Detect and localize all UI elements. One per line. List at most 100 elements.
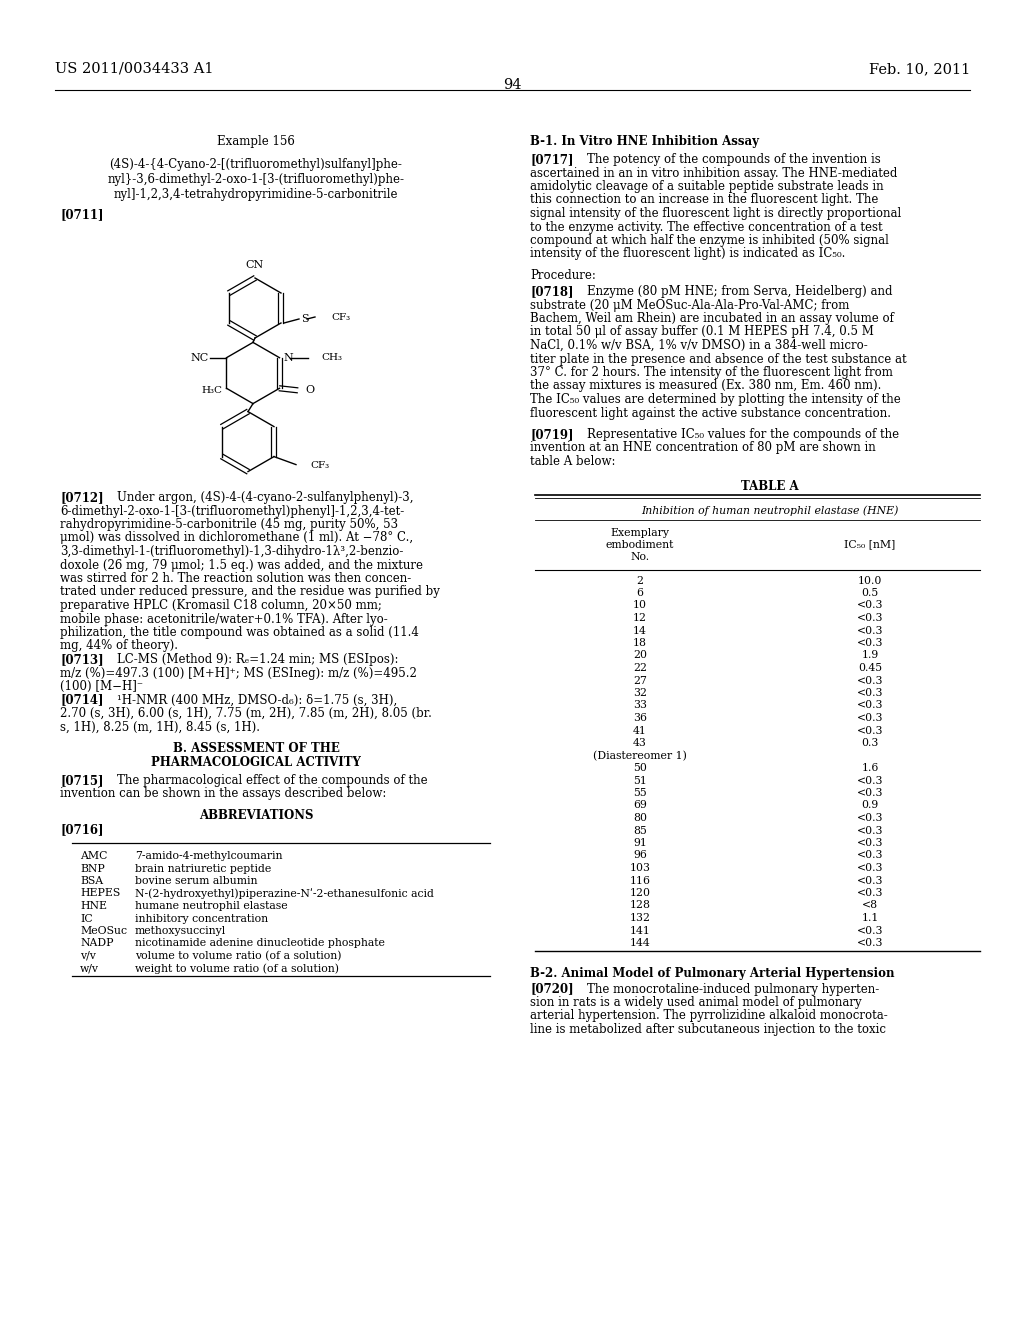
- Text: was stirred for 2 h. The reaction solution was then concen-: was stirred for 2 h. The reaction soluti…: [60, 572, 412, 585]
- Text: 6-dimethyl-2-oxo-1-[3-(trifluoromethyl)phenyl]-1,2,3,4-tet-: 6-dimethyl-2-oxo-1-[3-(trifluoromethyl)p…: [60, 504, 404, 517]
- Text: [0714]: [0714]: [60, 693, 103, 706]
- Text: [0711]: [0711]: [60, 209, 103, 220]
- Text: The IC₅₀ values are determined by plotting the intensity of the: The IC₅₀ values are determined by plotti…: [530, 393, 901, 407]
- Text: rahydropyrimidine-5-carbonitrile (45 mg, purity 50%, 53: rahydropyrimidine-5-carbonitrile (45 mg,…: [60, 517, 398, 531]
- Text: Procedure:: Procedure:: [530, 269, 596, 282]
- Text: s, 1H), 8.25 (m, 1H), 8.45 (s, 1H).: s, 1H), 8.25 (m, 1H), 8.45 (s, 1H).: [60, 721, 260, 734]
- Text: BNP: BNP: [80, 863, 104, 874]
- Text: arterial hypertension. The pyrrolizidine alkaloid monocrota-: arterial hypertension. The pyrrolizidine…: [530, 1010, 888, 1023]
- Text: 12: 12: [633, 612, 647, 623]
- Text: <0.3: <0.3: [857, 863, 884, 873]
- Text: humane neutrophil elastase: humane neutrophil elastase: [135, 902, 288, 911]
- Text: invention can be shown in the assays described below:: invention can be shown in the assays des…: [60, 788, 386, 800]
- Text: (4S)-4-{4-Cyano-2-[(trifluoromethyl)sulfanyl]phe-: (4S)-4-{4-Cyano-2-[(trifluoromethyl)sulf…: [110, 158, 402, 172]
- Text: <0.3: <0.3: [857, 713, 884, 723]
- Text: B-2. Animal Model of Pulmonary Arterial Hypertension: B-2. Animal Model of Pulmonary Arterial …: [530, 966, 895, 979]
- Text: IC: IC: [80, 913, 92, 924]
- Text: inhibitory concentration: inhibitory concentration: [135, 913, 268, 924]
- Text: 85: 85: [633, 825, 647, 836]
- Text: Inhibition of human neutrophil elastase (HNE): Inhibition of human neutrophil elastase …: [641, 506, 899, 516]
- Text: <0.3: <0.3: [857, 701, 884, 710]
- Text: 96: 96: [633, 850, 647, 861]
- Text: in total 50 μl of assay buffer (0.1 M HEPES pH 7.4, 0.5 M: in total 50 μl of assay buffer (0.1 M HE…: [530, 326, 873, 338]
- Text: O: O: [305, 385, 314, 395]
- Text: Exemplary: Exemplary: [610, 528, 670, 537]
- Text: the assay mixtures is measured (Ex. 380 nm, Em. 460 nm).: the assay mixtures is measured (Ex. 380 …: [530, 380, 882, 392]
- Text: 0.9: 0.9: [861, 800, 879, 810]
- Text: mg, 44% of theory).: mg, 44% of theory).: [60, 639, 178, 652]
- Text: [0719]: [0719]: [530, 428, 573, 441]
- Text: ABBREVIATIONS: ABBREVIATIONS: [199, 809, 313, 822]
- Text: N: N: [284, 352, 293, 363]
- Text: preparative HPLC (Kromasil C18 column, 20×50 mm;: preparative HPLC (Kromasil C18 column, 2…: [60, 599, 382, 612]
- Text: <0.3: <0.3: [857, 612, 884, 623]
- Text: CF₃: CF₃: [310, 461, 329, 470]
- Text: The potency of the compounds of the invention is: The potency of the compounds of the inve…: [572, 153, 881, 166]
- Text: The monocrotaline-induced pulmonary hyperten-: The monocrotaline-induced pulmonary hype…: [572, 982, 880, 995]
- Text: CF₃: CF₃: [331, 313, 350, 322]
- Text: <0.3: <0.3: [857, 726, 884, 735]
- Text: 69: 69: [633, 800, 647, 810]
- Text: <0.3: <0.3: [857, 888, 884, 898]
- Text: NC: NC: [190, 352, 209, 363]
- Text: 128: 128: [630, 900, 650, 911]
- Text: Example 156: Example 156: [217, 135, 295, 148]
- Text: Enzyme (80 pM HNE; from Serva, Heidelberg) and: Enzyme (80 pM HNE; from Serva, Heidelber…: [572, 285, 893, 298]
- Text: US 2011/0034433 A1: US 2011/0034433 A1: [55, 62, 213, 77]
- Text: [0718]: [0718]: [530, 285, 573, 298]
- Text: MeOSuc: MeOSuc: [80, 927, 127, 936]
- Text: bovine serum albumin: bovine serum albumin: [135, 876, 257, 886]
- Text: 55: 55: [633, 788, 647, 799]
- Text: 27: 27: [633, 676, 647, 685]
- Text: intensity of the fluorescent light) is indicated as IC₅₀.: intensity of the fluorescent light) is i…: [530, 248, 846, 260]
- Text: signal intensity of the fluorescent light is directly proportional: signal intensity of the fluorescent ligh…: [530, 207, 901, 220]
- Text: sion in rats is a widely used animal model of pulmonary: sion in rats is a widely used animal mod…: [530, 997, 861, 1008]
- Text: BSA: BSA: [80, 876, 103, 886]
- Text: brain natriuretic peptide: brain natriuretic peptide: [135, 863, 271, 874]
- Text: weight to volume ratio (of a solution): weight to volume ratio (of a solution): [135, 964, 339, 974]
- Text: <8: <8: [862, 900, 878, 911]
- Text: <0.3: <0.3: [857, 813, 884, 822]
- Text: <0.3: <0.3: [857, 875, 884, 886]
- Text: <0.3: <0.3: [857, 850, 884, 861]
- Text: 36: 36: [633, 713, 647, 723]
- Text: CN: CN: [246, 260, 264, 271]
- Text: HEPES: HEPES: [80, 888, 120, 899]
- Text: methoxysuccinyl: methoxysuccinyl: [135, 927, 226, 936]
- Text: <0.3: <0.3: [857, 626, 884, 635]
- Text: m/z (%)=497.3 (100) [M+H]⁺; MS (ESIneg): m/z (%)=495.2: m/z (%)=497.3 (100) [M+H]⁺; MS (ESIneg):…: [60, 667, 417, 680]
- Text: <0.3: <0.3: [857, 788, 884, 799]
- Text: mobile phase: acetonitrile/water+0.1% TFA). After lyo-: mobile phase: acetonitrile/water+0.1% TF…: [60, 612, 388, 626]
- Text: compound at which half the enzyme is inhibited (50% signal: compound at which half the enzyme is inh…: [530, 234, 889, 247]
- Text: 103: 103: [630, 863, 650, 873]
- Text: amidolytic cleavage of a suitable peptide substrate leads in: amidolytic cleavage of a suitable peptid…: [530, 180, 884, 193]
- Text: [0716]: [0716]: [60, 822, 103, 836]
- Text: HNE: HNE: [80, 902, 106, 911]
- Text: N-(2-hydroxyethyl)piperazine-Nʹ-2-ethanesulfonic acid: N-(2-hydroxyethyl)piperazine-Nʹ-2-ethane…: [135, 888, 434, 899]
- Text: 1.9: 1.9: [861, 651, 879, 660]
- Text: <0.3: <0.3: [857, 925, 884, 936]
- Text: trated under reduced pressure, and the residue was purified by: trated under reduced pressure, and the r…: [60, 586, 440, 598]
- Text: doxole (26 mg, 79 μmol; 1.5 eq.) was added, and the mixture: doxole (26 mg, 79 μmol; 1.5 eq.) was add…: [60, 558, 423, 572]
- Text: this connection to an increase in the fluorescent light. The: this connection to an increase in the fl…: [530, 194, 879, 206]
- Text: 22: 22: [633, 663, 647, 673]
- Text: [0720]: [0720]: [530, 982, 573, 995]
- Text: w/v: w/v: [80, 964, 99, 974]
- Text: nyl}-3,6-dimethyl-2-oxo-1-[3-(trifluoromethyl)phe-: nyl}-3,6-dimethyl-2-oxo-1-[3-(trifluorom…: [108, 173, 404, 186]
- Text: <0.3: <0.3: [857, 939, 884, 948]
- Text: 50: 50: [633, 763, 647, 774]
- Text: 141: 141: [630, 925, 650, 936]
- Text: Bachem, Weil am Rhein) are incubated in an assay volume of: Bachem, Weil am Rhein) are incubated in …: [530, 312, 894, 325]
- Text: 10: 10: [633, 601, 647, 610]
- Text: philization, the title compound was obtained as a solid (11.4: philization, the title compound was obta…: [60, 626, 419, 639]
- Text: [0717]: [0717]: [530, 153, 573, 166]
- Text: CH₃: CH₃: [322, 354, 342, 362]
- Text: AMC: AMC: [80, 851, 108, 861]
- Text: 2: 2: [637, 576, 643, 586]
- Text: No.: No.: [631, 552, 649, 561]
- Text: 10.0: 10.0: [858, 576, 883, 586]
- Text: 120: 120: [630, 888, 650, 898]
- Text: <0.3: <0.3: [857, 688, 884, 698]
- Text: LC-MS (Method 9): Rₑ=1.24 min; MS (ESIpos):: LC-MS (Method 9): Rₑ=1.24 min; MS (ESIpo…: [102, 653, 398, 667]
- Text: 33: 33: [633, 701, 647, 710]
